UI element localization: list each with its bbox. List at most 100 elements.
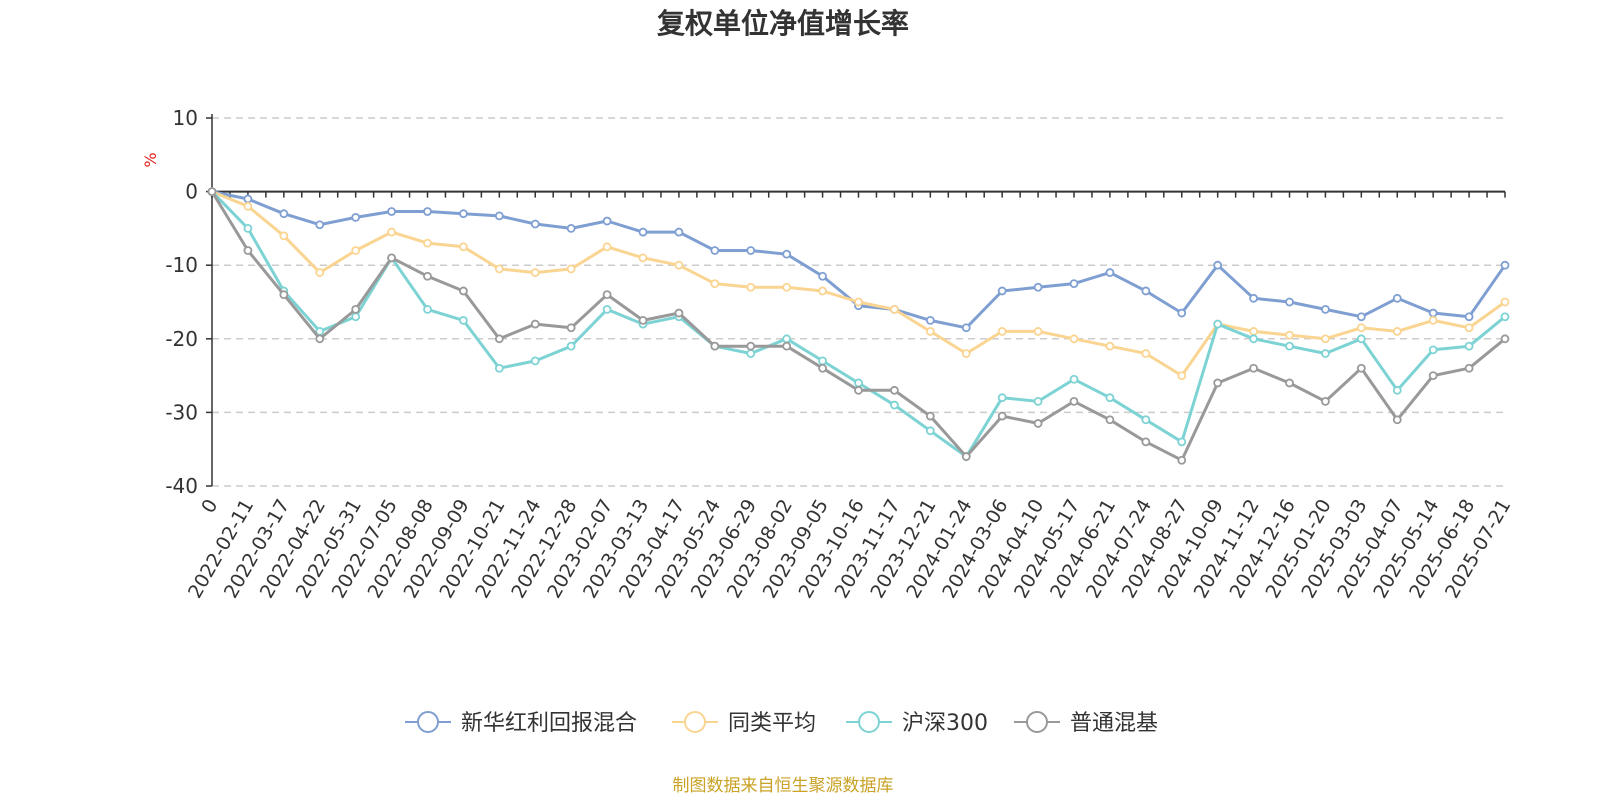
- data-point: [1069, 279, 1079, 289]
- legend-item[interactable]: 新华红利回报混合: [405, 711, 637, 736]
- legend-item[interactable]: 同类平均: [672, 711, 816, 736]
- data-point: [1105, 415, 1115, 425]
- data-point: [674, 260, 684, 270]
- data-point: [638, 315, 648, 325]
- y-tick-label: -10: [165, 253, 198, 277]
- data-point: [1033, 419, 1043, 428]
- data-point: [387, 227, 396, 237]
- data-point: [854, 378, 863, 388]
- data-point: [961, 323, 971, 333]
- data-point: [1428, 315, 1438, 325]
- data-point: [1141, 437, 1151, 447]
- data-point: [1500, 297, 1510, 307]
- data-point: [1069, 334, 1079, 344]
- legend-label: 新华红利回报混合: [461, 711, 637, 736]
- y-tick-label: -30: [165, 400, 198, 424]
- data-point: [746, 246, 756, 255]
- data-point: [566, 323, 576, 333]
- legend-marker: [1026, 711, 1048, 733]
- data-point: [315, 334, 325, 344]
- data-point: [351, 312, 361, 322]
- data-point: [243, 194, 253, 204]
- data-point: [1105, 393, 1115, 403]
- data-point: [1141, 415, 1151, 425]
- source-note: 制图数据来自恒生聚源数据库: [673, 776, 894, 796]
- data-point: [1177, 308, 1187, 318]
- data-point: [423, 304, 432, 314]
- data-point: [530, 319, 540, 329]
- data-point: [674, 308, 684, 318]
- data-point: [925, 315, 935, 325]
- data-point: [818, 286, 827, 296]
- data-point: [746, 349, 756, 358]
- data-point: [459, 315, 468, 325]
- data-point: [566, 264, 576, 274]
- data-point: [854, 297, 863, 307]
- data-point: [710, 279, 720, 289]
- data-point: [1105, 341, 1115, 351]
- data-point: [1392, 385, 1402, 395]
- data-point: [1033, 396, 1043, 406]
- data-point: [423, 238, 432, 248]
- data-point: [890, 385, 899, 395]
- y-tick-label: 10: [173, 106, 198, 130]
- data-point: [854, 385, 863, 395]
- data-point: [494, 363, 504, 373]
- data-point: [710, 246, 720, 255]
- data-point: [1392, 293, 1402, 303]
- data-point: [638, 227, 648, 237]
- data-point: [1356, 312, 1366, 322]
- legend-item[interactable]: 普通混基: [1014, 711, 1158, 736]
- data-point: [351, 304, 361, 314]
- y-axis-unit: %: [141, 152, 160, 167]
- data-point: [1500, 260, 1510, 270]
- data-point: [459, 209, 468, 219]
- data-point: [243, 223, 253, 233]
- data-point: [602, 216, 612, 226]
- series-3: [207, 187, 1510, 465]
- data-point: [746, 341, 756, 351]
- data-point: [1428, 308, 1438, 318]
- data-point: [1321, 349, 1330, 358]
- legend-marker: [684, 711, 706, 733]
- series-line: [210, 190, 1506, 462]
- data-point: [387, 253, 396, 263]
- data-point: [602, 304, 612, 314]
- data-point: [1177, 455, 1187, 465]
- data-point: [566, 223, 576, 233]
- data-point: [925, 411, 935, 421]
- data-point: [1249, 363, 1258, 373]
- legend-marker: [858, 711, 880, 733]
- data-point: [1213, 260, 1223, 270]
- data-point: [1141, 286, 1151, 296]
- data-point: [279, 290, 289, 300]
- data-point: [1069, 374, 1079, 384]
- data-point: [602, 290, 612, 300]
- data-point: [279, 209, 289, 219]
- series-2: [207, 187, 1510, 461]
- legend-item[interactable]: 沪深300: [846, 711, 988, 736]
- data-point: [459, 242, 468, 252]
- legend: 新华红利回报混合 同类平均 沪深300 普通混基: [405, 711, 1158, 736]
- data-point: [315, 220, 325, 230]
- data-point: [1213, 319, 1223, 329]
- data-point: [530, 219, 540, 229]
- data-point: [997, 411, 1007, 421]
- data-point: [818, 356, 827, 366]
- data-point: [1464, 341, 1474, 351]
- data-point: [1033, 327, 1043, 336]
- data-point: [1356, 323, 1366, 333]
- data-point: [1033, 282, 1043, 292]
- data-point: [1356, 334, 1366, 344]
- data-point: [1392, 327, 1402, 336]
- data-point: [1249, 334, 1258, 344]
- y-axis: 10 0 -10 -20 -30 -40: [165, 106, 213, 498]
- data-point: [1356, 363, 1366, 373]
- data-point: [459, 286, 468, 296]
- data-point: [243, 246, 253, 255]
- data-point: [1285, 341, 1294, 351]
- x-tick-label: 0: [197, 496, 222, 517]
- data-point: [638, 253, 648, 263]
- data-point: [1177, 371, 1187, 381]
- data-point: [961, 349, 971, 358]
